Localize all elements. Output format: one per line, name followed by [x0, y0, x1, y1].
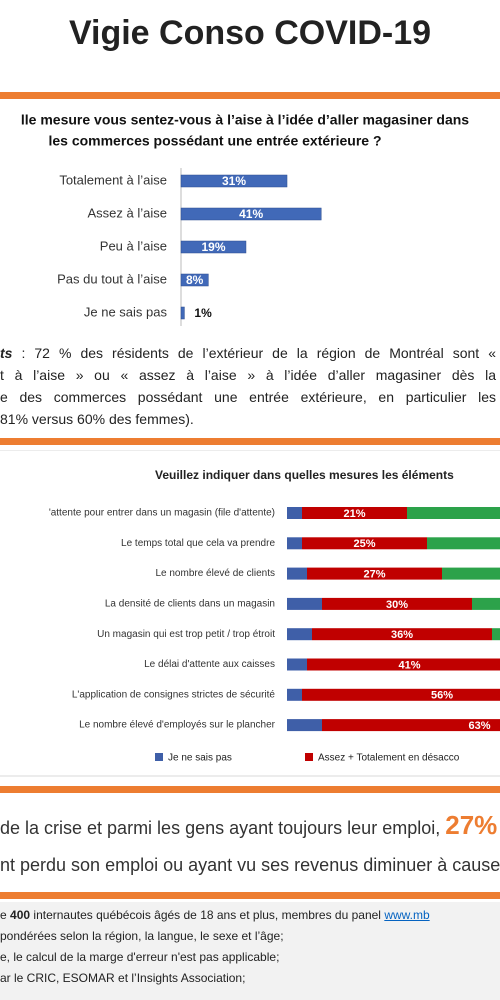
chart-1: lle mesure vous sentez-vous à l’aise à l…	[21, 112, 469, 326]
category-label: Totalement à l’aise	[59, 172, 167, 187]
chart-title: Veuillez indiquer dans quelles mesures l…	[155, 468, 454, 482]
value-label: 8%	[186, 273, 204, 287]
category-label: Le délai d'attente aux caisses	[144, 659, 275, 670]
category-label: Le nombre élevé de clients	[155, 568, 275, 579]
bar	[180, 174, 288, 188]
note-line: t à l’aise » ou « assez à l’aise » à l’i…	[0, 367, 496, 383]
legend-swatch	[305, 753, 313, 761]
bar-segment	[302, 507, 407, 519]
value-label: 56%	[431, 690, 453, 702]
legend-label: Je ne sais pas	[168, 753, 232, 764]
note-text: : 72 % des résidents de l’extérieur de l…	[12, 345, 496, 361]
bar-segment	[312, 628, 492, 641]
legend-swatch	[155, 753, 163, 761]
value-label: 1%	[194, 306, 212, 320]
footer-count: 400	[10, 908, 31, 922]
legend-label: Assez + Totalement en désacco	[318, 753, 460, 764]
footer-line: ar le CRIC, ESOMAR et l’Insights Associa…	[0, 971, 246, 985]
category-label: Un magasin qui est trop petit / trop étr…	[97, 629, 275, 640]
bar-segment	[427, 537, 500, 550]
footer-line: e, le calcul de la marge d'erreur n'est …	[0, 950, 280, 964]
category-label: Pas du tout à l’aise	[57, 271, 167, 286]
bar	[180, 240, 247, 254]
value-label: 30%	[386, 599, 408, 611]
footer-text: internautes québécois âgés de 18 ans et …	[33, 908, 381, 922]
bar-segment	[442, 567, 500, 580]
separator	[0, 92, 500, 99]
highlight-text: de la crise et parmi les gens ayant touj…	[0, 818, 441, 838]
footer-link[interactable]: www.mb	[384, 908, 430, 922]
bar-segment	[307, 567, 442, 580]
category-label: Le nombre élevé d'employés sur le planch…	[79, 720, 276, 731]
note-line: 81% versus 60% des femmes).	[0, 411, 194, 427]
bar-segment	[287, 537, 302, 550]
bar-segment	[307, 658, 500, 671]
category-label: Peu à l’aise	[100, 238, 167, 253]
note-line: e des commerces possédant une entrée ext…	[0, 389, 496, 405]
separator	[0, 438, 500, 445]
bar-segment	[322, 719, 500, 732]
bar-segment	[302, 537, 427, 550]
highlight-figure: 27%	[445, 810, 498, 840]
note-line: ts : 72 % des résidents de l’extérieur d…	[0, 345, 496, 361]
bar-segment	[492, 628, 500, 641]
footer-background	[0, 902, 500, 1000]
value-label: 27%	[363, 569, 385, 581]
separator	[0, 892, 500, 899]
category-label: Je ne sais pas	[84, 304, 168, 319]
value-label: 19%	[201, 240, 225, 254]
bar-segment	[287, 507, 302, 519]
category-label: Assez à l’aise	[88, 205, 167, 220]
bar-segment	[472, 597, 500, 610]
bar-segment	[287, 688, 302, 701]
category-label: Le temps total que cela va prendre	[121, 538, 275, 549]
bar	[180, 273, 209, 287]
value-label: 63%	[468, 720, 490, 732]
value-label: 41%	[398, 659, 420, 671]
bar-segment	[287, 628, 312, 641]
bar-segment	[407, 507, 500, 519]
highlight-line: de la crise et parmi les gens ayant touj…	[0, 810, 497, 841]
bar-segment	[322, 597, 472, 610]
footer-line: pondérées selon la région, la langue, le…	[0, 929, 284, 943]
value-label: 41%	[239, 207, 263, 221]
note-lead: ts	[0, 345, 13, 361]
bar-segment	[302, 688, 500, 701]
value-label: 31%	[222, 174, 246, 188]
footer-line: e 400 internautes québécois âgés de 18 a…	[0, 908, 430, 922]
category-label: L'application de consignes strictes de s…	[72, 689, 276, 700]
separator	[0, 786, 500, 793]
bar-segment	[287, 719, 322, 732]
chart-title: lle mesure vous sentez-vous à l’aise à l…	[21, 112, 469, 128]
value-label: 36%	[391, 629, 413, 641]
category-label: 'attente pour entrer dans un magasin (fi…	[49, 508, 275, 519]
chart-2: Veuillez indiquer dans quelles mesures l…	[0, 450, 500, 777]
value-label: 21%	[343, 508, 365, 520]
highlight-line: nt perdu son emploi ou ayant vu ses reve…	[0, 855, 500, 875]
bar-segment	[287, 658, 307, 671]
bar	[180, 207, 322, 221]
bar	[180, 306, 185, 320]
page-title: Vigie Conso COVID-19	[68, 14, 432, 52]
footer-text: e	[0, 908, 7, 922]
bar-segment	[287, 567, 307, 580]
category-label: La densité de clients dans un magasin	[105, 599, 275, 610]
bar-segment	[287, 597, 322, 610]
value-label: 25%	[353, 538, 375, 550]
chart-title: les commerces possédant une entrée extér…	[48, 133, 381, 149]
